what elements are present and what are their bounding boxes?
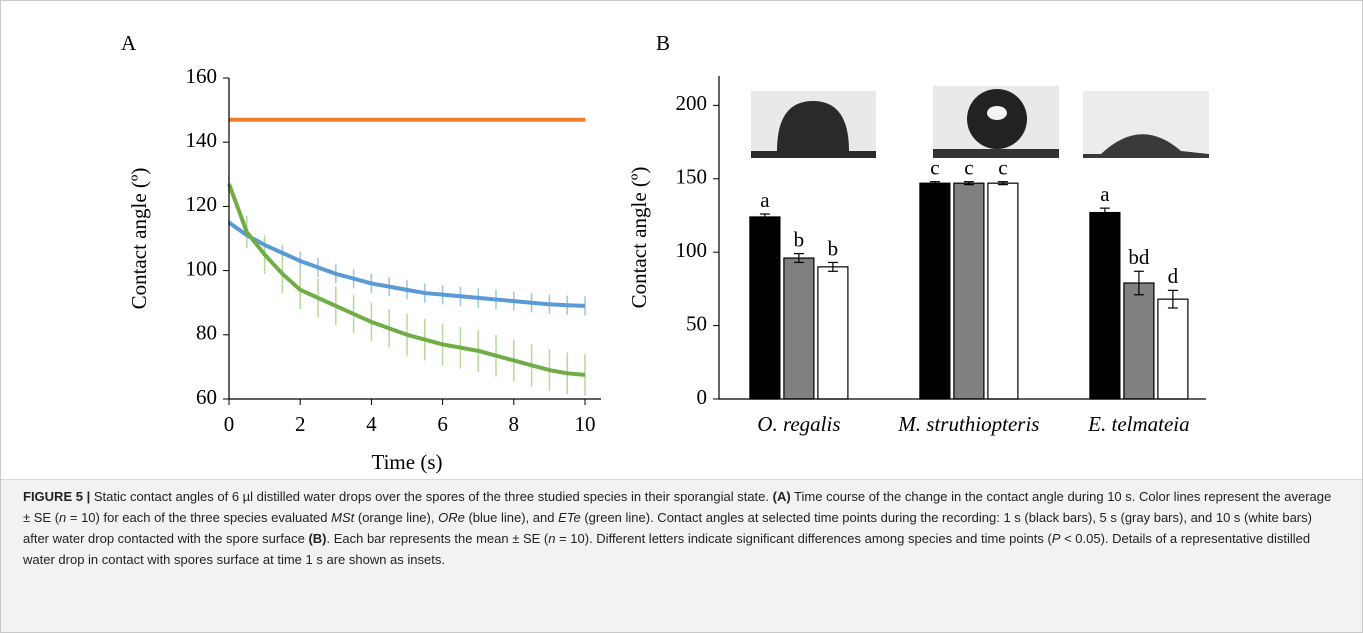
bar xyxy=(919,182,951,400)
x-tick-label: 10 xyxy=(575,412,596,436)
caption-text: Time course of the change in the contact… xyxy=(23,489,1332,525)
caption-text: (blue line), and xyxy=(464,510,559,525)
x-tick-label: M. struthiopteris xyxy=(897,412,1039,436)
significance-letter: b xyxy=(794,227,805,251)
insets xyxy=(751,86,1209,158)
y-axis-title: Contact angle (º) xyxy=(127,168,151,310)
x-tick-label: 2 xyxy=(295,412,306,436)
drop-highlight xyxy=(987,106,1007,120)
y-tick-label: 200 xyxy=(676,91,708,115)
bar xyxy=(783,257,815,400)
surface xyxy=(933,149,1059,158)
caption-text: Static contact angles of 6 µl distilled … xyxy=(90,489,773,504)
caption-text: (B) xyxy=(308,531,327,546)
bar xyxy=(953,182,985,400)
error-bar xyxy=(759,213,770,221)
caption-text: P xyxy=(1051,531,1061,546)
y-tick-label: 50 xyxy=(686,311,707,335)
error-bar xyxy=(1099,207,1110,218)
panel-label: B xyxy=(656,31,670,55)
significance-letter: a xyxy=(760,188,770,212)
bar xyxy=(1157,298,1189,400)
bar xyxy=(817,266,849,400)
error-bar xyxy=(827,261,838,272)
y-tick-label: 100 xyxy=(676,238,708,262)
caption: FIGURE 5 | Static contact angles of 6 µl… xyxy=(1,479,1362,632)
y-tick-label: 150 xyxy=(676,165,708,189)
y-tick-label: 120 xyxy=(186,192,218,216)
x-tick-label: 0 xyxy=(224,412,235,436)
significance-letter: c xyxy=(930,156,939,180)
y-tick-label: 100 xyxy=(186,256,218,280)
y-tick-label: 160 xyxy=(186,64,218,88)
error-bar xyxy=(1167,289,1178,309)
x-tick-label: O. regalis xyxy=(757,412,840,436)
caption-text: FIGURE 5 | xyxy=(23,489,91,504)
caption-text: n xyxy=(548,531,556,546)
caption-text: n xyxy=(59,510,67,525)
bar xyxy=(987,182,1019,400)
bar xyxy=(749,216,781,400)
x-axis-title: Time (s) xyxy=(372,450,443,474)
y-tick-label: 0 xyxy=(697,385,708,409)
bar xyxy=(1089,211,1121,400)
caption-text: MSt xyxy=(331,510,355,525)
caption-text: (orange line), xyxy=(354,510,439,525)
x-tick-label: 8 xyxy=(509,412,520,436)
x-tick-label: 6 xyxy=(437,412,448,436)
y-tick-label: 140 xyxy=(186,128,218,152)
panel-label: A xyxy=(121,31,137,55)
bar xyxy=(1123,282,1155,400)
caption-text: ETe xyxy=(558,510,581,525)
caption-text: . Each bar represents the mean ± SE ( xyxy=(326,531,549,546)
x-tick-label: 4 xyxy=(366,412,377,436)
line xyxy=(227,183,586,377)
error-bar xyxy=(963,181,974,186)
error-bar xyxy=(793,253,804,264)
error-bar xyxy=(1133,270,1144,296)
x-tick-label: E. telmateia xyxy=(1087,412,1189,436)
caption-text: (A) xyxy=(772,489,791,504)
y-tick-label: 80 xyxy=(196,321,217,345)
caption-text: < 0.05). Details of a representative dis… xyxy=(23,531,1311,567)
charts: 60 80 100 120 140 160 0 2 4 6 8 10 Time (s) Contact a… xyxy=(121,31,1209,474)
y-tick-label: 60 xyxy=(196,385,217,409)
significance-letter: a xyxy=(1100,182,1110,206)
y-axis-title: Contact angle (º) xyxy=(627,167,651,309)
drop xyxy=(751,101,876,158)
significance-letter: b xyxy=(828,236,839,260)
caption-text: (green line). Contact angles at selected… xyxy=(23,510,1312,546)
line xyxy=(227,220,586,308)
significance-letter: bd xyxy=(1128,245,1150,269)
significance-letter: c xyxy=(964,156,973,180)
significance-letter: d xyxy=(1168,264,1179,288)
caption-text: = 10). Different letters indicate signif… xyxy=(555,531,1052,546)
caption-text: ORe xyxy=(438,510,465,525)
significance-letter: c xyxy=(998,156,1007,180)
error-bar xyxy=(929,181,940,186)
caption-text: = 10) for each of the three species eval… xyxy=(66,510,332,525)
error-bar xyxy=(997,181,1008,186)
drop xyxy=(1083,134,1209,158)
